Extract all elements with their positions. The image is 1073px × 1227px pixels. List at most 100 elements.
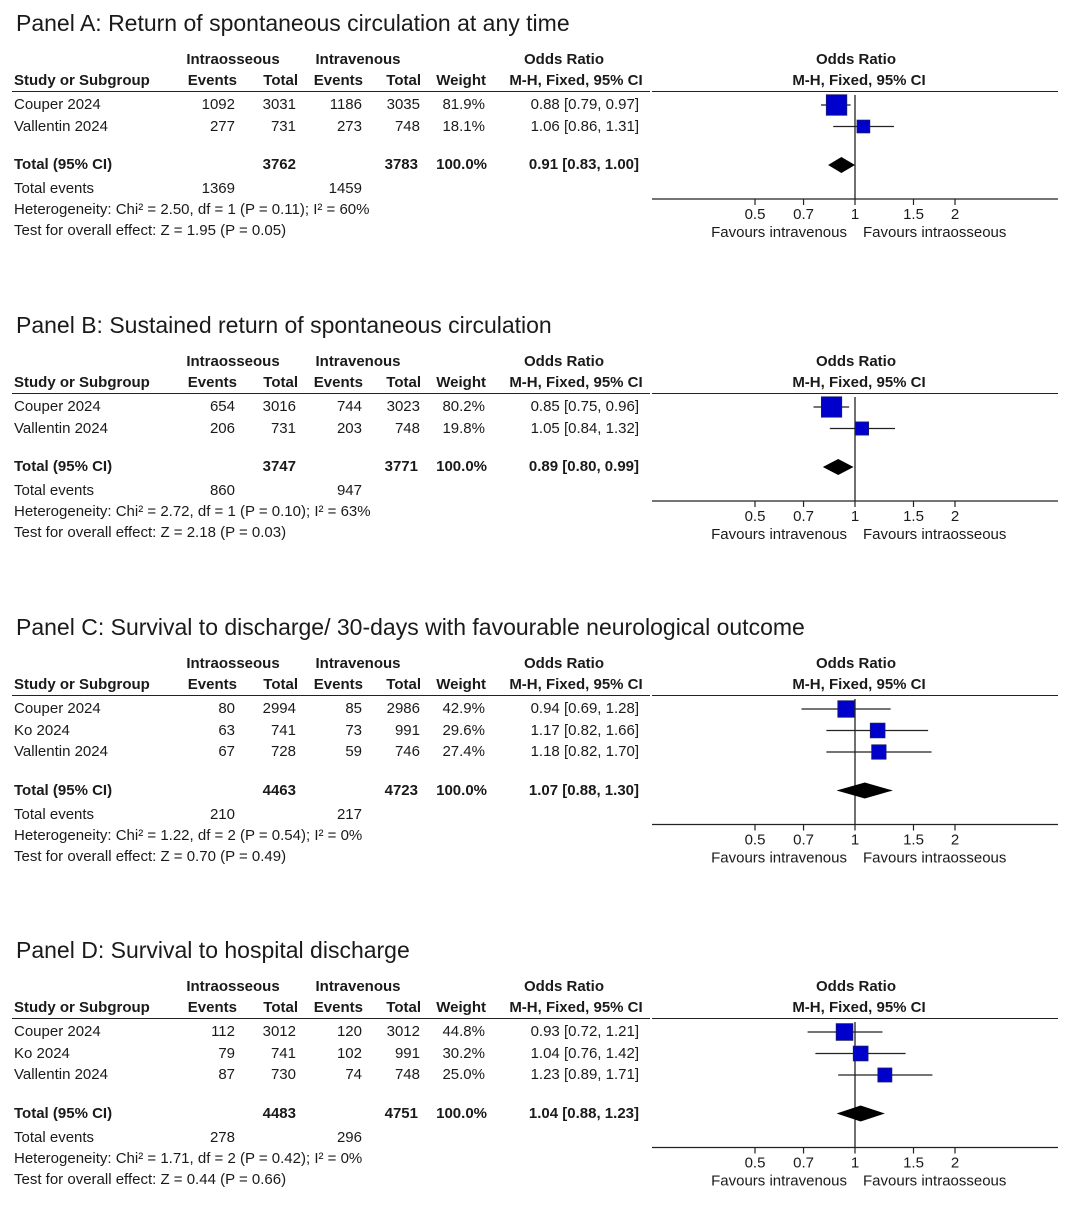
header-intraosseous: Intraosseous (186, 51, 280, 68)
weight: 42.9% (442, 700, 485, 717)
total-iv: 4751 (384, 1104, 418, 1122)
or-ci: 1.18 [0.82, 1.70] (530, 743, 639, 760)
iv-total: 991 (394, 721, 420, 739)
weight: 25.0% (442, 1066, 485, 1083)
io-events: 67 (218, 743, 235, 760)
header-iv-events: Events (313, 999, 363, 1016)
io-total: 741 (270, 1044, 296, 1062)
total-io: 4483 (262, 1104, 296, 1122)
total-events-io: 1369 (201, 180, 235, 197)
favours-left-label: Favours intravenous (711, 526, 847, 543)
header-iv-events: Events (313, 374, 363, 391)
x-tick-label: 2 (951, 832, 959, 849)
iv-total: 746 (394, 743, 420, 760)
iv-total: 2986 (386, 700, 420, 717)
io-events: 654 (209, 398, 235, 415)
study-marker (852, 1045, 869, 1062)
header-intraosseous: Intraosseous (186, 353, 280, 370)
iv-total: 748 (394, 117, 420, 135)
total-io: 3747 (262, 458, 296, 475)
total-events-iv: 947 (336, 482, 362, 499)
header-io-total: Total (263, 374, 298, 391)
study-marker (871, 744, 887, 760)
x-tick-label: 0.5 (745, 206, 766, 223)
header-or-method: M-H, Fixed, 95% CI (509, 72, 643, 89)
header-iv-total: Total (386, 999, 421, 1016)
or-ci: 0.93 [0.72, 1.21] (530, 1023, 639, 1040)
total-events-label: Total events (14, 805, 95, 823)
overall-effect: Test for overall effect: Z = 1.95 (P = 0… (14, 222, 287, 239)
total-events-io: 278 (209, 1128, 235, 1146)
io-events: 206 (209, 419, 235, 437)
study-name: Vallentin 2024 (14, 1066, 108, 1083)
x-tick-label: 0.7 (793, 206, 814, 223)
weight: 80.2% (442, 398, 485, 415)
plot-header-rule (652, 695, 1058, 696)
header-or-method: M-H, Fixed, 95% CI (509, 999, 643, 1016)
io-events: 79 (218, 1044, 235, 1062)
header-weight: Weight (436, 999, 486, 1016)
total-events-iv: 217 (336, 805, 362, 823)
or-ci: 0.85 [0.75, 0.96] (530, 398, 639, 415)
total-label: Total (95% CI) (14, 458, 113, 475)
total-or-ci: 0.91 [0.83, 1.00] (528, 156, 639, 173)
iv-events: 1186 (329, 96, 362, 113)
study-marker (837, 700, 855, 718)
total-weight: 100.0% (436, 1104, 487, 1122)
x-tick-label: 1 (851, 206, 859, 223)
iv-events: 203 (336, 419, 362, 437)
overall-effect: Test for overall effect: Z = 2.18 (P = 0… (14, 524, 287, 541)
header-plot-method: M-H, Fixed, 95% CI (792, 999, 926, 1016)
x-tick-label: 1.5 (903, 1155, 924, 1172)
header-weight: Weight (436, 676, 486, 693)
study-name: Ko 2024 (14, 1044, 70, 1062)
plot-header-rule (652, 1018, 1058, 1019)
iv-total: 748 (394, 1066, 420, 1083)
header-or-method: M-H, Fixed, 95% CI (509, 676, 643, 693)
total-events-io: 210 (209, 805, 235, 823)
favours-right-label: Favours intraosseous (863, 526, 1006, 543)
study-name: Vallentin 2024 (14, 743, 108, 760)
total-label: Total (95% CI) (14, 1104, 113, 1122)
study-name: Vallentin 2024 (14, 419, 108, 437)
x-tick-label: 0.7 (793, 832, 814, 849)
header-study: Study or Subgroup (14, 676, 150, 693)
forest-plot: 0.5 0.7 1 1.5 2 Favours intravenous Favours in… (652, 1022, 1058, 1190)
io-total: 2994 (262, 700, 296, 717)
favours-left-label: Favours intravenous (711, 850, 847, 867)
iv-events: 120 (336, 1023, 362, 1040)
io-total: 731 (270, 117, 296, 135)
header-iv-total: Total (386, 676, 421, 693)
iv-total: 748 (394, 419, 420, 437)
study-name: Couper 2024 (14, 398, 101, 415)
heterogeneity: Heterogeneity: Chi² = 1.22, df = 2 (P = … (14, 826, 363, 844)
io-events: 1092 (201, 96, 235, 113)
x-tick-label: 1.5 (903, 206, 924, 223)
heterogeneity: Heterogeneity: Chi² = 2.72, df = 1 (P = … (14, 503, 371, 520)
iv-events: 744 (336, 398, 362, 415)
study-marker (820, 396, 843, 418)
total-weight: 100.0% (436, 458, 487, 475)
iv-events: 85 (345, 700, 362, 717)
forest-plot: 0.5 0.7 1 1.5 2 Favours intravenous Favours in… (652, 396, 1058, 543)
study-marker (855, 421, 869, 436)
study-marker (869, 722, 886, 739)
iv-events: 74 (345, 1066, 362, 1083)
header-io-events: Events (187, 676, 237, 693)
iv-total: 3023 (386, 398, 420, 415)
favours-left-label: Favours intravenous (711, 224, 847, 241)
pooled-diamond (822, 459, 854, 475)
header-iv-events: Events (313, 72, 363, 89)
header-io-total: Total (263, 999, 298, 1016)
or-ci: 1.04 [0.76, 1.42] (530, 1044, 639, 1062)
iv-events: 73 (345, 721, 362, 739)
pooled-diamond (836, 1105, 885, 1122)
io-events: 63 (218, 721, 235, 739)
study-marker (825, 94, 848, 116)
total-io: 4463 (262, 781, 296, 799)
header-intravenous: Intravenous (315, 978, 401, 995)
header-io-events: Events (187, 374, 237, 391)
header-plot-or: Odds Ratio (815, 978, 896, 995)
header-plot-method: M-H, Fixed, 95% CI (792, 374, 926, 391)
x-tick-label: 1 (851, 1155, 859, 1172)
